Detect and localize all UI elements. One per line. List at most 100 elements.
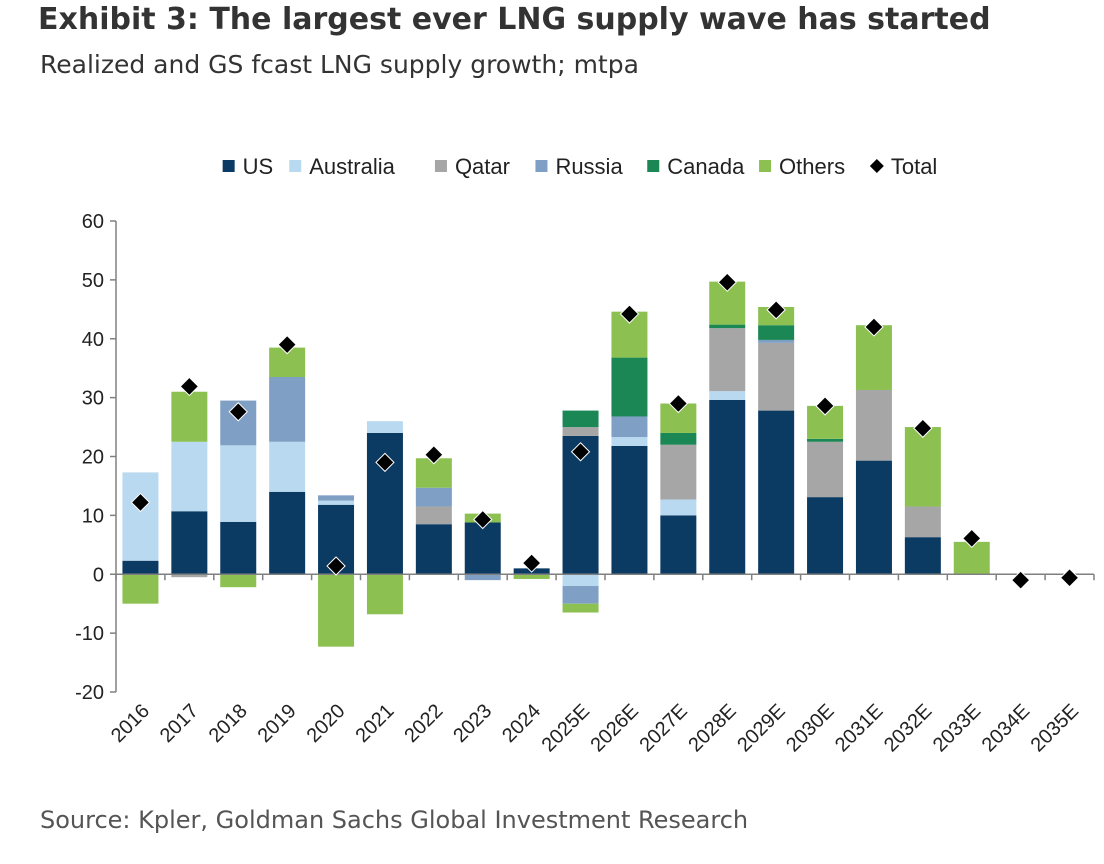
y-tick-label: 40 <box>82 329 104 351</box>
bar-us-2032e <box>904 537 941 575</box>
bar-qatar-2030e <box>807 441 844 498</box>
bar-qatar-2027e <box>660 444 697 500</box>
x-tick-label: 2030E <box>782 700 838 756</box>
bar-australia-2018 <box>220 445 257 522</box>
bar-qatar-2022 <box>415 506 452 525</box>
bar-russia-2022 <box>415 487 452 507</box>
chart-subtitle: Realized and GS fcast LNG supply growth;… <box>40 50 639 79</box>
bar-australia-2028e <box>709 391 746 400</box>
bar-us-2031e <box>855 460 892 575</box>
x-tick-label: 2032E <box>880 700 936 756</box>
bar-qatar-2017 <box>171 574 208 578</box>
bar-qatar-2029e <box>758 342 795 411</box>
total-marker-2025e <box>570 442 591 462</box>
bar-canada-2029e <box>758 325 795 340</box>
x-tick-label: 2022 <box>400 700 447 747</box>
total-marker-2021 <box>375 452 395 473</box>
x-tick-label: 2023 <box>449 700 496 747</box>
y-tick-label: 10 <box>82 505 104 527</box>
bar-qatar-2025e <box>562 427 599 436</box>
bar-australia-2025e <box>562 574 599 587</box>
bar-australia-2019 <box>269 441 306 492</box>
bar-others-2020 <box>318 574 355 647</box>
x-tick-label: 2025E <box>538 700 594 756</box>
x-tick-label: 2016 <box>107 700 154 747</box>
legend-label: Russia <box>555 154 623 179</box>
total-marker-2035e <box>1059 568 1080 588</box>
legend-label: Australia <box>309 154 395 179</box>
total-marker-2028e <box>717 272 737 292</box>
legend-item-russia: Russia <box>535 154 623 179</box>
x-tick-label: 2020 <box>303 700 350 747</box>
legend-item-others: Others <box>759 154 845 179</box>
legend-swatch-russia <box>535 160 548 172</box>
bar-russia-2029e <box>758 339 795 343</box>
bar-canada-2028e <box>709 324 746 329</box>
total-marker-2016 <box>130 492 151 513</box>
bar-australia-2020 <box>318 500 355 505</box>
total-marker-2030e <box>815 396 835 416</box>
y-tick-label: -20 <box>75 682 104 704</box>
bar-australia-2021 <box>366 421 403 433</box>
bar-others-2032e <box>904 427 941 507</box>
legend-label: Qatar <box>455 154 510 179</box>
total-marker-2033e <box>962 528 982 549</box>
bar-us-2028e <box>709 399 746 575</box>
x-tick-label: 2035E <box>1027 700 1083 756</box>
legend-swatch-canada <box>647 160 660 172</box>
bar-others-2016 <box>122 574 159 604</box>
bar-russia-2023 <box>464 574 501 581</box>
legend-item-total: Total <box>869 154 937 179</box>
total-marker-2017 <box>179 376 200 397</box>
bar-us-2017 <box>171 511 208 575</box>
y-tick-label: 0 <box>93 564 104 586</box>
legend-label: Canada <box>667 154 745 179</box>
total-marker-2031e <box>864 317 884 337</box>
bar-canada-2026e <box>611 357 648 417</box>
legend-item-us: US <box>222 154 273 179</box>
total-marker-2022 <box>424 445 444 465</box>
total-marker-layer <box>130 272 1080 590</box>
bar-australia-2017 <box>171 441 208 512</box>
bar-canada-2027e <box>660 432 697 445</box>
x-tick-label: 2028E <box>684 700 740 756</box>
legend-swatch-qatar <box>434 160 447 172</box>
bar-us-2026e <box>611 445 648 575</box>
legend-label: Total <box>891 154 937 179</box>
bar-us-2019 <box>269 491 306 575</box>
x-tick-label: 2021 <box>351 700 398 747</box>
x-tick-label: 2033E <box>929 700 985 756</box>
legend-swatch-others <box>759 160 772 172</box>
legend-item-australia: Australia <box>289 154 396 179</box>
x-tick-label: 2017 <box>156 700 203 747</box>
x-tick-label: 2029E <box>733 700 789 756</box>
total-marker-2034e <box>1010 570 1031 590</box>
bar-canada-2030e <box>807 438 844 442</box>
bar-us-2018 <box>220 521 257 575</box>
bar-us-2022 <box>415 524 452 575</box>
bar-russia-2025e <box>562 586 599 604</box>
legend-swatch-us <box>222 160 235 172</box>
legend-swatch-total <box>869 159 884 173</box>
total-marker-2032e <box>913 418 933 438</box>
x-tick-label: 2019 <box>254 700 301 747</box>
legend-label: Others <box>779 154 845 179</box>
total-marker-2024 <box>521 553 542 573</box>
source-note: Source: Kpler, Goldman Sachs Global Inve… <box>40 806 749 834</box>
bar-canada-2025e <box>562 410 599 428</box>
x-tick-label: 2018 <box>205 700 252 747</box>
y-tick-label: 60 <box>82 211 104 233</box>
bar-australia-2016 <box>122 472 159 561</box>
total-marker-2018 <box>228 402 248 422</box>
bar-us-2029e <box>758 410 795 575</box>
lng-supply-chart: US Australia Qatar Russia Canada Others Total … <box>75 154 1095 756</box>
bar-russia-2020 <box>318 495 355 501</box>
chart-legend: US Australia Qatar Russia Canada Others Total <box>222 154 937 179</box>
bar-qatar-2028e <box>709 328 746 392</box>
bar-others-2017 <box>171 391 208 442</box>
bar-others-2025e <box>562 603 599 613</box>
x-tick-label: 2031E <box>831 700 887 756</box>
bar-layer <box>122 281 990 647</box>
total-marker-2029e <box>766 300 786 320</box>
legend-item-canada: Canada <box>647 154 745 179</box>
